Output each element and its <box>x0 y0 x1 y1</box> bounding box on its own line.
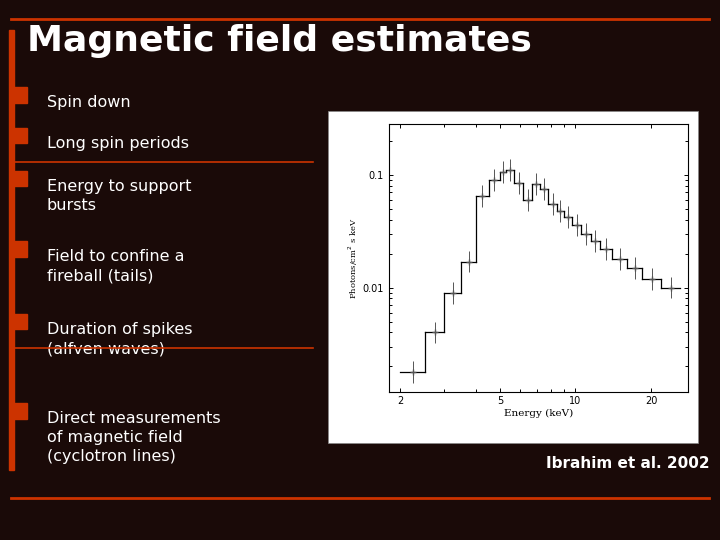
Text: Field to confine a
fireball (tails): Field to confine a fireball (tails) <box>47 249 184 283</box>
Bar <box>13 403 27 418</box>
Bar <box>13 314 27 329</box>
Bar <box>9 30 14 470</box>
Text: Ibrahim et al. 2002: Ibrahim et al. 2002 <box>546 456 709 471</box>
Text: Direct measurements
of magnetic field
(cyclotron lines): Direct measurements of magnetic field (c… <box>47 411 220 464</box>
Text: Spin down: Spin down <box>47 95 130 110</box>
Text: Duration of spikes
(alfven waves): Duration of spikes (alfven waves) <box>47 322 192 356</box>
Bar <box>13 171 27 186</box>
Text: Long spin periods: Long spin periods <box>47 136 189 151</box>
Bar <box>13 241 27 256</box>
X-axis label: Energy (keV): Energy (keV) <box>503 409 573 418</box>
Bar <box>13 128 27 143</box>
Y-axis label: Photons/cm$^2$ s keV: Photons/cm$^2$ s keV <box>346 217 360 299</box>
Bar <box>328 111 698 443</box>
Text: Energy to support
bursts: Energy to support bursts <box>47 179 192 213</box>
Bar <box>13 87 27 103</box>
Text: Magnetic field estimates: Magnetic field estimates <box>27 24 532 58</box>
